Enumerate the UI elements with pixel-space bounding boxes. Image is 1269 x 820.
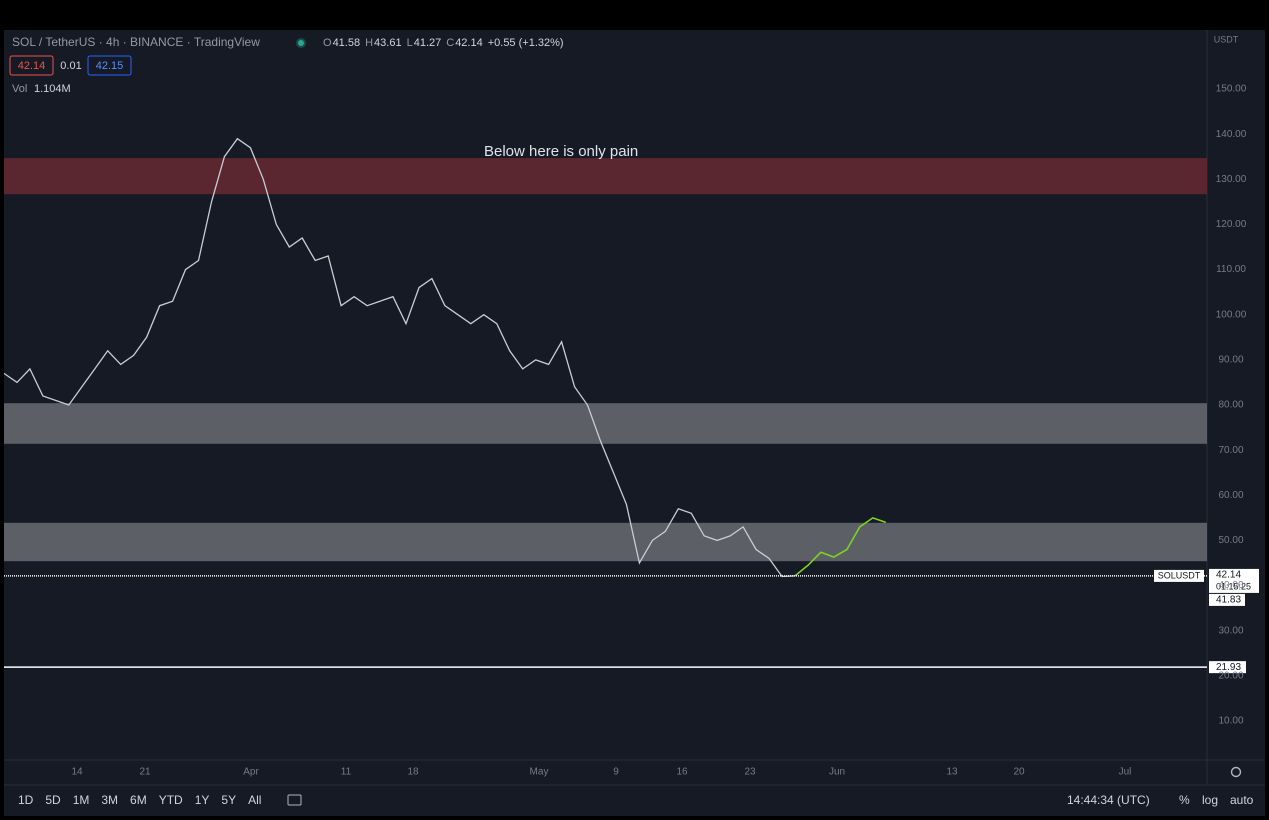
range-button[interactable]: 6M	[130, 793, 147, 807]
y-tick-label: 150.00	[1216, 84, 1247, 95]
y-tick-label: 60.00	[1218, 490, 1243, 501]
scale-option[interactable]: auto	[1230, 793, 1254, 807]
buy-price[interactable]: 42.15	[96, 60, 124, 72]
scale-option[interactable]: log	[1202, 793, 1218, 807]
zone	[4, 158, 1207, 195]
symbol-tag	[1154, 569, 1204, 582]
x-tick-label: Apr	[243, 767, 259, 778]
range-button[interactable]: YTD	[159, 793, 183, 807]
symbol-tag-text: SOLUSDT	[1158, 570, 1201, 580]
range-button[interactable]: 3M	[101, 793, 118, 807]
x-tick-label: May	[530, 767, 549, 778]
ohlc-key: C	[446, 37, 454, 49]
price-line	[3, 137, 796, 578]
y-tick-label: 100.00	[1216, 309, 1247, 320]
y-tick-label: 30.00	[1218, 625, 1243, 636]
y-tick-label: 130.00	[1216, 174, 1247, 185]
range-button[interactable]: 1M	[73, 793, 90, 807]
buy-box[interactable]	[87, 55, 132, 76]
price-tag-countdown: 01:15:25	[1216, 581, 1251, 591]
y-tick-label: 50.00	[1218, 535, 1243, 546]
projection-line	[794, 517, 887, 577]
date-range-icon[interactable]	[287, 794, 302, 806]
range-button[interactable]: All	[248, 793, 261, 807]
x-tick-label: Jun	[829, 767, 845, 778]
y-tick-label: 70.00	[1218, 445, 1243, 456]
x-tick-label: 23	[744, 767, 756, 778]
range-button[interactable]: 1Y	[195, 793, 210, 807]
x-tick-label: 16	[676, 767, 688, 778]
ohlc-key: O	[323, 37, 332, 49]
range-button[interactable]: 5D	[45, 793, 61, 807]
annotation: Below here is only pain	[484, 143, 638, 160]
sell-price[interactable]: 42.14	[18, 60, 46, 72]
x-tick-label: 11	[341, 767, 352, 778]
x-tick-label: 14	[71, 767, 83, 778]
price-tag	[1209, 568, 1259, 593]
zone	[4, 522, 1207, 562]
symbol: SOL / TetherUS · 4h · BINANCE · TradingV…	[12, 35, 260, 49]
x-tick-label: Jul	[1119, 767, 1132, 778]
clock: 14:44:34 (UTC)	[1067, 793, 1150, 807]
range-button[interactable]: 5Y	[221, 793, 236, 807]
ohlc-key: H	[365, 37, 373, 49]
ohlc-value: 43.61	[374, 37, 402, 49]
sell-box[interactable]	[9, 55, 54, 76]
scale-option[interactable]: %	[1179, 793, 1190, 807]
currency: USDT	[1214, 34, 1239, 44]
low-tag-value: 41.83	[1216, 595, 1241, 606]
ohlc-value: 41.58	[333, 37, 361, 49]
level-tag	[1209, 661, 1246, 674]
price-tag-value: 42.14	[1216, 570, 1241, 581]
y-tick-label: 110.00	[1216, 264, 1246, 275]
x-tick-label: 20	[1013, 767, 1025, 778]
y-tick-label: 120.00	[1216, 219, 1247, 230]
level-tag-value: 21.93	[1216, 662, 1241, 673]
status-dot	[298, 40, 304, 46]
y-tick-label: 20.00	[1218, 670, 1243, 681]
y-tick-label: 10.00	[1218, 716, 1243, 727]
x-tick-label: 13	[946, 767, 958, 778]
volume-value: 1.104M	[34, 83, 71, 95]
low-tag	[1209, 593, 1245, 606]
y-tick-label: 90.00	[1218, 354, 1243, 365]
change: +0.55 (+1.32%)	[488, 37, 564, 49]
x-tick-label: 9	[613, 767, 619, 778]
y-tick-label: 80.00	[1218, 400, 1243, 411]
y-tick-label: 40.00	[1218, 580, 1243, 591]
ohlc-key: L	[407, 37, 413, 49]
ohlc-value: 42.14	[455, 37, 483, 49]
spread: 0.01	[60, 60, 81, 72]
volume-label: Vol	[12, 83, 27, 95]
settings-icon[interactable]	[1230, 766, 1242, 778]
range-button[interactable]: 1D	[18, 793, 34, 807]
zone	[4, 403, 1207, 444]
x-tick-label: 21	[139, 767, 151, 778]
x-tick-label: 18	[407, 767, 419, 778]
y-tick-label: 140.00	[1216, 129, 1247, 140]
ohlc-value: 41.27	[414, 37, 442, 49]
